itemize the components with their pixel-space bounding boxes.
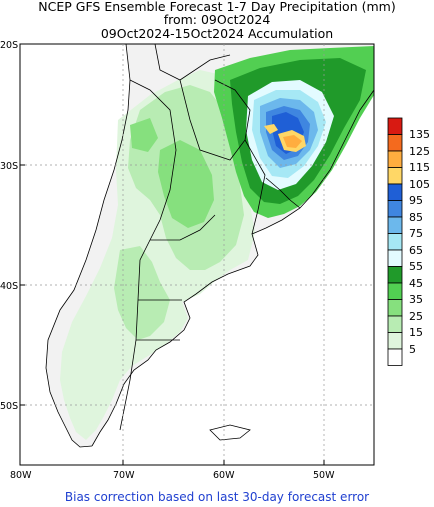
colorbar-label-25: 25 xyxy=(409,310,423,323)
lat-label-20s: 20S xyxy=(0,40,18,51)
colorbar-label-45: 45 xyxy=(409,277,423,290)
colorbar-label-5: 5 xyxy=(409,343,416,356)
precip-25-35-b xyxy=(130,118,158,152)
colorbar-swatch-135 xyxy=(387,117,403,135)
colorbar-swatch-85 xyxy=(387,200,403,218)
colorbar-label-15: 15 xyxy=(409,326,423,339)
precip-115-125 xyxy=(283,135,302,148)
precip-15-25-south xyxy=(114,246,170,340)
colorbar-label-95: 95 xyxy=(409,194,423,207)
lat-label-50s: 50S xyxy=(0,401,18,412)
precip-25-35 xyxy=(158,140,214,228)
colorbar-swatch-125 xyxy=(387,134,403,152)
colorbar-swatch-5 xyxy=(387,332,403,350)
axis-ticks xyxy=(19,43,325,465)
colorbar xyxy=(387,117,403,366)
colorbar-swatch-75 xyxy=(387,216,403,234)
colorbar-label-65: 65 xyxy=(409,244,423,257)
lon-label-70w: 70W xyxy=(113,470,135,481)
plot-frame xyxy=(19,43,375,466)
colorbar-swatch-115 xyxy=(387,150,403,168)
colorbar-swatch-55 xyxy=(387,249,403,267)
colorbar-label-115: 115 xyxy=(409,161,430,174)
colorbar-swatch-35 xyxy=(387,282,403,300)
colorbar-label-125: 125 xyxy=(409,145,430,158)
colorbar-swatch-0 xyxy=(387,348,403,366)
colorbar-label-55: 55 xyxy=(409,260,423,273)
lon-label-50w: 50W xyxy=(313,470,335,481)
lat-label-30s: 30S xyxy=(0,161,18,172)
lon-label-80w: 80W xyxy=(10,470,32,481)
colorbar-label-105: 105 xyxy=(409,178,430,191)
bias-correction-note: Bias correction based on last 30-day for… xyxy=(64,490,370,504)
colorbar-swatch-65 xyxy=(387,233,403,251)
lat-label-40s: 40S xyxy=(0,281,18,292)
colorbar-swatch-95 xyxy=(387,183,403,201)
country-borders xyxy=(45,44,374,448)
colorbar-swatch-45 xyxy=(387,266,403,284)
lon-label-60w: 60W xyxy=(213,470,235,481)
colorbar-swatch-25 xyxy=(387,299,403,317)
precip-peak-small xyxy=(264,124,278,134)
gridlines xyxy=(20,44,374,465)
map-title-line-1: NCEP GFS Ensemble Forecast 1-7 Day Preci… xyxy=(38,0,396,14)
colorbar-label-85: 85 xyxy=(409,211,423,224)
colorbar-label-135: 135 xyxy=(409,128,430,141)
map-title-line-2: from: 09Oct2024 xyxy=(163,12,271,27)
colorbar-swatch-105 xyxy=(387,167,403,185)
map-title-line-3: 09Oct2024-15Oct2024 Accumulation xyxy=(100,26,334,41)
colorbar-swatch-15 xyxy=(387,315,403,333)
colorbar-label-75: 75 xyxy=(409,227,423,240)
colorbar-label-35: 35 xyxy=(409,293,423,306)
